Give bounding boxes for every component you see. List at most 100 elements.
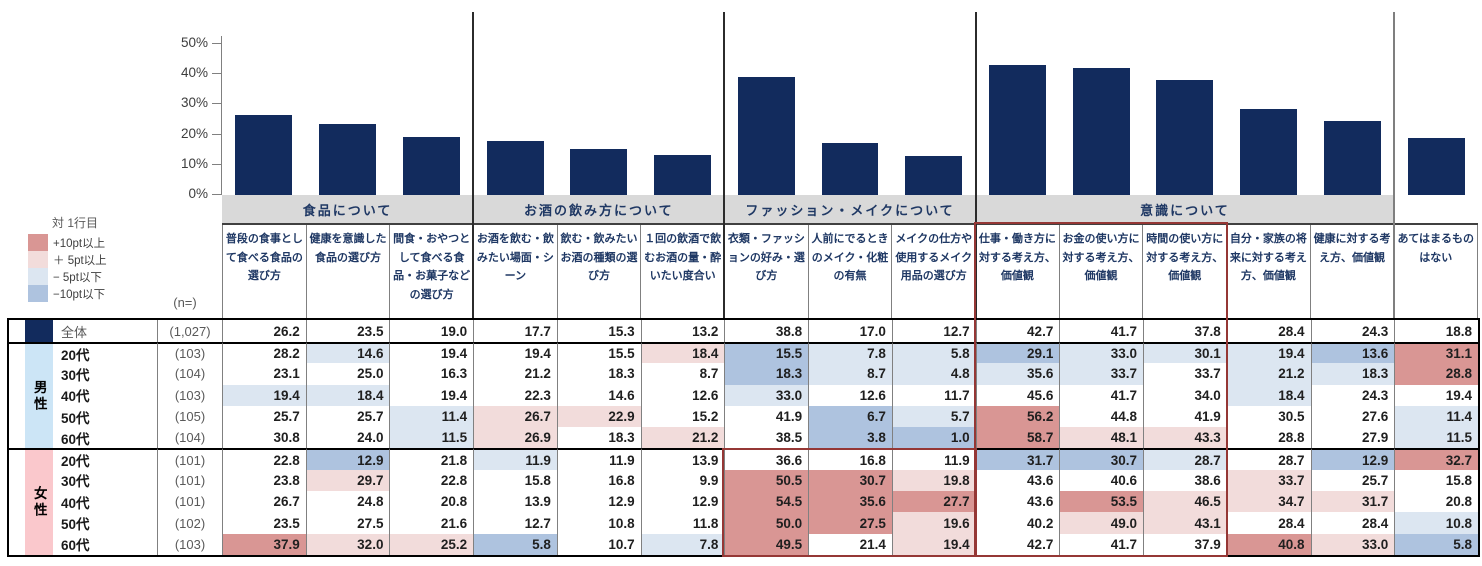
- bar-slot: [892, 43, 976, 195]
- column-header-cell: 人前にでるときのメイク・化粧の有無: [807, 225, 892, 318]
- y-axis-tick-mark: [212, 73, 221, 75]
- data-cell: 19.4: [1226, 342, 1311, 364]
- bar: [1323, 121, 1381, 195]
- column-header-row: 普段の食事として食べる食品の選び方 健康を意識した食品の選び方 間食・おやつとして食…: [222, 223, 1479, 318]
- column-header-text: お金の使い方に対する考え方、価値観: [1062, 233, 1140, 283]
- data-cell: 28.8: [1394, 363, 1478, 385]
- column-header-cell: 間食・おやつとして食べる食品・お菓子などの選び方: [389, 225, 473, 318]
- bar-slot: [641, 43, 725, 195]
- data-cell: 21.2: [640, 427, 725, 449]
- data-cell: 24.0: [305, 427, 390, 449]
- column-header-cell: お酒を飲む・飲みたい場面・シーン: [473, 225, 557, 318]
- column-header-cell: メイクの仕方や使用するメイク用品の選び方: [891, 225, 975, 318]
- row-label: 50代: [61, 410, 90, 426]
- column-header-cell: 飲む・飲みたいお酒の種類の選び方: [556, 225, 641, 318]
- row-label: 60代: [61, 538, 90, 554]
- n-value: (101): [157, 491, 222, 513]
- data-cell: 30.1: [1143, 342, 1227, 364]
- bar-slot: [1227, 43, 1311, 195]
- data-cell: 36.6: [724, 448, 809, 470]
- data-cell: 14.6: [305, 342, 390, 364]
- data-cell: 26.9: [473, 427, 557, 449]
- data-cell: 19.0: [389, 320, 473, 342]
- data-cell: 23.5: [305, 320, 390, 342]
- column-header-cell: １回の飲酒で飲むお酒の量・酔いたい度合い: [640, 225, 724, 318]
- data-cell: 12.9: [640, 491, 725, 513]
- data-cell: 54.5: [724, 491, 809, 513]
- data-cell: 29.7: [305, 469, 390, 492]
- data-cell: 18.3: [1310, 363, 1395, 385]
- data-cell: 22.9: [556, 405, 641, 428]
- data-cell: 30.7: [1059, 448, 1144, 470]
- data-cell: 11.9: [556, 448, 641, 470]
- legend-swatch-p2: [28, 234, 48, 251]
- male-swatch: 男性: [25, 342, 53, 449]
- data-cell: 13.6: [1310, 342, 1395, 364]
- data-cell: 16.3: [389, 363, 473, 385]
- data-cell: 18.8: [1394, 320, 1478, 342]
- row-label: 40代: [61, 389, 90, 405]
- row-label: 全体: [61, 324, 88, 340]
- row-label: 60代: [61, 431, 90, 447]
- data-cell: 19.4: [389, 342, 474, 364]
- data-cell: 7.8: [808, 342, 892, 364]
- category-band: 意識について: [975, 195, 1395, 223]
- row-label: 40代: [61, 495, 90, 511]
- data-cell: 19.4: [389, 384, 473, 406]
- data-cell: 19.6: [891, 512, 976, 534]
- data-cell: 12.7: [891, 320, 976, 342]
- row-label: 30代: [61, 367, 90, 383]
- data-cell: 10.7: [556, 533, 641, 555]
- data-cell: 25.2: [389, 533, 474, 555]
- n-value: (101): [157, 469, 222, 492]
- bar: [570, 148, 628, 195]
- data-cell: 38.8: [724, 320, 808, 342]
- data-cell: 18.4: [1226, 384, 1311, 406]
- data-table: 全体 (1,027) 26.2 23.5 19.0 17.7 15.3 13.2 38.8 17.…: [7, 318, 1480, 557]
- data-cell: 16.8: [808, 448, 892, 470]
- group-separator-line: [723, 12, 726, 318]
- data-cell: 18.4: [640, 342, 725, 364]
- data-cell: 45.6: [975, 384, 1060, 406]
- data-cell: 18.3: [556, 427, 641, 449]
- bar-slot: [1143, 43, 1227, 195]
- row-label: 50代: [61, 517, 90, 533]
- column-header-text: 仕事・働き方に対する考え方、価値観: [978, 233, 1056, 283]
- data-cell: 23.1: [222, 363, 306, 385]
- data-cell: 41.7: [1059, 320, 1143, 342]
- data-cell: 27.7: [891, 491, 976, 513]
- data-cell: 25.0: [305, 363, 390, 385]
- column-header-text: 健康を意識した食品の選び方: [309, 233, 387, 264]
- data-cell: 10.8: [1394, 512, 1478, 534]
- y-axis-tick-mark: [212, 163, 221, 165]
- data-cell: 30.5: [1226, 405, 1311, 428]
- n-value: (103): [157, 342, 222, 364]
- bar: [235, 115, 293, 195]
- data-cell: 38.5: [724, 427, 808, 449]
- bar: [319, 123, 377, 195]
- data-cell: 28.8: [1226, 427, 1311, 449]
- data-cell: 34.0: [1143, 384, 1227, 406]
- data-cell: 5.8: [1394, 533, 1478, 555]
- bar: [654, 154, 711, 195]
- data-cell: 26.2: [222, 320, 306, 342]
- data-cell: 14.6: [556, 384, 641, 406]
- bar: [486, 141, 544, 195]
- data-cell: 17.7: [473, 320, 557, 342]
- data-cell: 28.4: [1226, 512, 1311, 534]
- data-cell: 12.6: [640, 384, 725, 406]
- data-cell: 28.4: [1226, 320, 1311, 342]
- data-cell: 21.2: [473, 363, 557, 385]
- data-cell: 23.5: [222, 512, 306, 534]
- legend-item: ＋ 5pt以上: [28, 251, 107, 268]
- n-value: (1,027): [157, 320, 222, 342]
- column-header-text: 時間の使い方に対する考え方、価値観: [1146, 233, 1224, 283]
- bar-slot: [473, 43, 557, 195]
- bar-slot: [306, 43, 390, 195]
- column-header-cell: 健康に対する考え方、価値観: [1309, 225, 1394, 318]
- data-cell: 49.0: [1059, 512, 1144, 534]
- n-value: (103): [157, 384, 222, 406]
- group-separator-line: [1393, 12, 1396, 318]
- data-cell: 30.8: [222, 427, 306, 449]
- bar-slot: [389, 43, 473, 195]
